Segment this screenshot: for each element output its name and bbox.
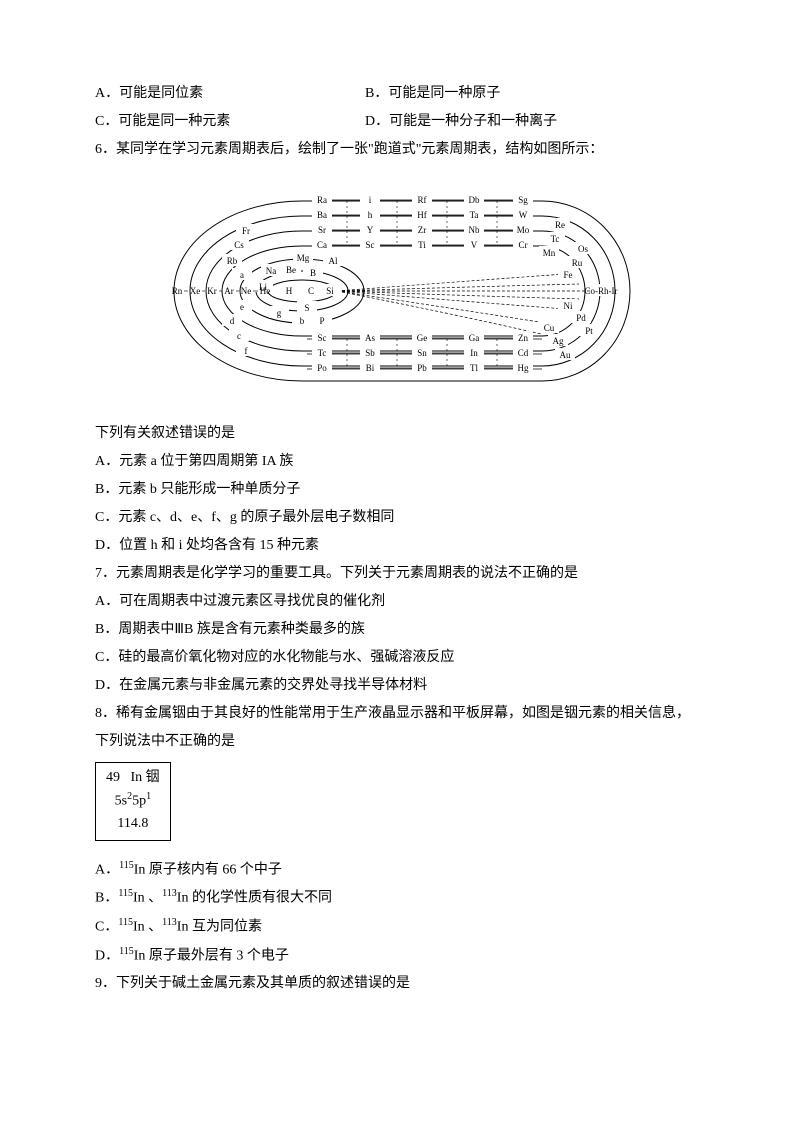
indium-info-box: 49 In 铟 5s25p1 114.8: [95, 762, 171, 841]
svg-text:Sc: Sc: [366, 240, 375, 250]
svg-text:f: f: [245, 346, 248, 356]
q6-option-b: B．元素 b 只能形成一种单质分子: [95, 476, 699, 504]
svg-text:Ra: Ra: [317, 195, 327, 205]
svg-text:Xe: Xe: [190, 286, 201, 296]
q8-option-d: D．115In 原子最外层有 3 个电子: [95, 942, 699, 971]
svg-text:In: In: [470, 348, 478, 358]
svg-text:Ca: Ca: [317, 240, 327, 250]
svg-text:Na: Na: [266, 266, 277, 276]
svg-text:d: d: [230, 316, 235, 326]
svg-text:Kr: Kr: [207, 286, 217, 296]
svg-text:h: h: [368, 210, 373, 220]
svg-text:Mo: Mo: [517, 225, 530, 235]
svg-text:Pt: Pt: [585, 326, 593, 336]
periodic-track-diagram: RaiRfDbSgBahHfTaWSrYZrNbMoCaScTiVCrMgAlB…: [95, 174, 699, 410]
svg-text:Ne: Ne: [241, 286, 252, 296]
svg-text:Cr: Cr: [519, 240, 528, 250]
svg-text:Rn: Rn: [172, 286, 183, 296]
svg-text:Sb: Sb: [365, 348, 375, 358]
svg-text:Si: Si: [326, 286, 334, 296]
svg-text:Tc: Tc: [551, 234, 560, 244]
q5-option-c: C．可能是同一种元素: [95, 108, 365, 136]
svg-text:Hg: Hg: [518, 363, 529, 373]
svg-text:Tl: Tl: [470, 363, 478, 373]
q8-stem: 8．稀有金属铟由于其良好的性能常用于生产液晶显示器和平板屏幕，如图是铟元素的相关…: [95, 700, 699, 756]
q9-stem: 9．下列关于碱土金属元素及其单质的叙述错误的是: [95, 970, 699, 998]
svg-text:Po: Po: [317, 363, 327, 373]
svg-text:Cu: Cu: [544, 323, 555, 333]
q7-option-c: C．硅的最高价氧化物对应的水化物能与水、强碱溶液反应: [95, 644, 699, 672]
svg-text:e: e: [240, 302, 244, 312]
svg-text:Fe: Fe: [564, 270, 573, 280]
svg-text:Co-Rh-Ir: Co-Rh-Ir: [585, 286, 618, 296]
svg-text:Pd: Pd: [576, 313, 586, 323]
q6-option-c: C．元素 c、d、e、f、g 的原子最外层电子数相同: [95, 504, 699, 532]
svg-text:P: P: [319, 316, 324, 326]
q7-stem: 7．元素周期表是化学学习的重要工具。下列关于元素周期表的说法不正确的是: [95, 560, 699, 588]
svg-text:H: H: [286, 286, 293, 296]
svg-text:Ru: Ru: [572, 258, 583, 268]
q7-option-b: B．周期表中ⅢB 族是含有元素种类最多的族: [95, 616, 699, 644]
q6-option-a: A．元素 a 位于第四周期第 IA 族: [95, 448, 699, 476]
svg-text:Al: Al: [329, 256, 338, 266]
svg-text:Bi: Bi: [366, 363, 375, 373]
svg-text:Sc: Sc: [318, 333, 327, 343]
svg-text:Cd: Cd: [518, 348, 529, 358]
svg-text:Ga: Ga: [469, 333, 480, 343]
svg-text:Y: Y: [367, 225, 374, 235]
svg-text:Nb: Nb: [469, 225, 480, 235]
svg-text:C: C: [308, 286, 314, 296]
svg-text:Ag: Ag: [553, 336, 564, 346]
svg-text:Zr: Zr: [418, 225, 427, 235]
svg-text:W: W: [519, 210, 528, 220]
q6-stem: 6．某同学在学习元素周期表后，绘制了一张"跑道式"元素周期表，结构如图所示：: [95, 136, 699, 164]
svg-text:Sr: Sr: [318, 225, 326, 235]
indium-line1: 49 In 铟: [106, 767, 160, 789]
svg-text:Ba: Ba: [317, 210, 327, 220]
svg-text:Rb: Rb: [227, 256, 238, 266]
svg-text:V: V: [471, 240, 478, 250]
q6-option-d: D．位置 h 和 i 处均各含有 15 种元素: [95, 532, 699, 560]
svg-text:Rf: Rf: [418, 195, 427, 205]
q5-option-b: B．可能是同一种原子: [365, 80, 500, 108]
svg-text:c: c: [237, 331, 241, 341]
svg-text:Be: Be: [286, 265, 296, 275]
svg-text:Fr: Fr: [242, 226, 250, 236]
svg-text:Zn: Zn: [518, 333, 528, 343]
svg-text:B: B: [310, 268, 316, 278]
q6-followup: 下列有关叙述错误的是: [95, 420, 699, 448]
svg-text:Sg: Sg: [518, 195, 528, 205]
svg-text:Re: Re: [555, 220, 565, 230]
svg-text:Mn: Mn: [543, 248, 556, 258]
q5-option-d: D．可能是一种分子和一种离子: [365, 108, 557, 136]
svg-text:Ti: Ti: [418, 240, 426, 250]
indium-line2: 5s25p1: [106, 789, 160, 813]
svg-text:Mg: Mg: [297, 253, 310, 263]
q8-option-c: C．115In 、113In 互为同位素: [95, 913, 699, 942]
svg-text:Db: Db: [469, 195, 480, 205]
svg-text:Ta: Ta: [470, 210, 479, 220]
svg-text:S: S: [304, 303, 309, 313]
svg-text:Os: Os: [578, 244, 588, 254]
svg-text:He: He: [260, 286, 271, 296]
q7-option-a: A．可在周期表中过渡元素区寻找优良的催化剂: [95, 588, 699, 616]
q7-option-d: D．在金属元素与非金属元素的交界处寻找半导体材料: [95, 672, 699, 700]
svg-text:g: g: [277, 308, 282, 318]
svg-text:Au: Au: [560, 350, 571, 360]
q8-option-a: A．115In 原子核内有 66 个中子: [95, 856, 699, 885]
svg-text:Ni: Ni: [564, 301, 573, 311]
svg-text:Cs: Cs: [234, 240, 244, 250]
svg-text:Tc: Tc: [318, 348, 327, 358]
svg-text:Sn: Sn: [417, 348, 427, 358]
svg-text:Ar: Ar: [224, 286, 234, 296]
svg-text:a: a: [240, 270, 244, 280]
svg-text:Pb: Pb: [417, 363, 427, 373]
svg-text:Ge: Ge: [417, 333, 428, 343]
svg-text:Hf: Hf: [417, 210, 427, 220]
q5-option-a: A．可能是同位素: [95, 80, 365, 108]
svg-text:As: As: [365, 333, 375, 343]
indium-line3: 114.8: [106, 813, 160, 835]
q8-option-b: B．115In 、113In 的化学性质有很大不同: [95, 884, 699, 913]
svg-text:b: b: [300, 316, 305, 326]
